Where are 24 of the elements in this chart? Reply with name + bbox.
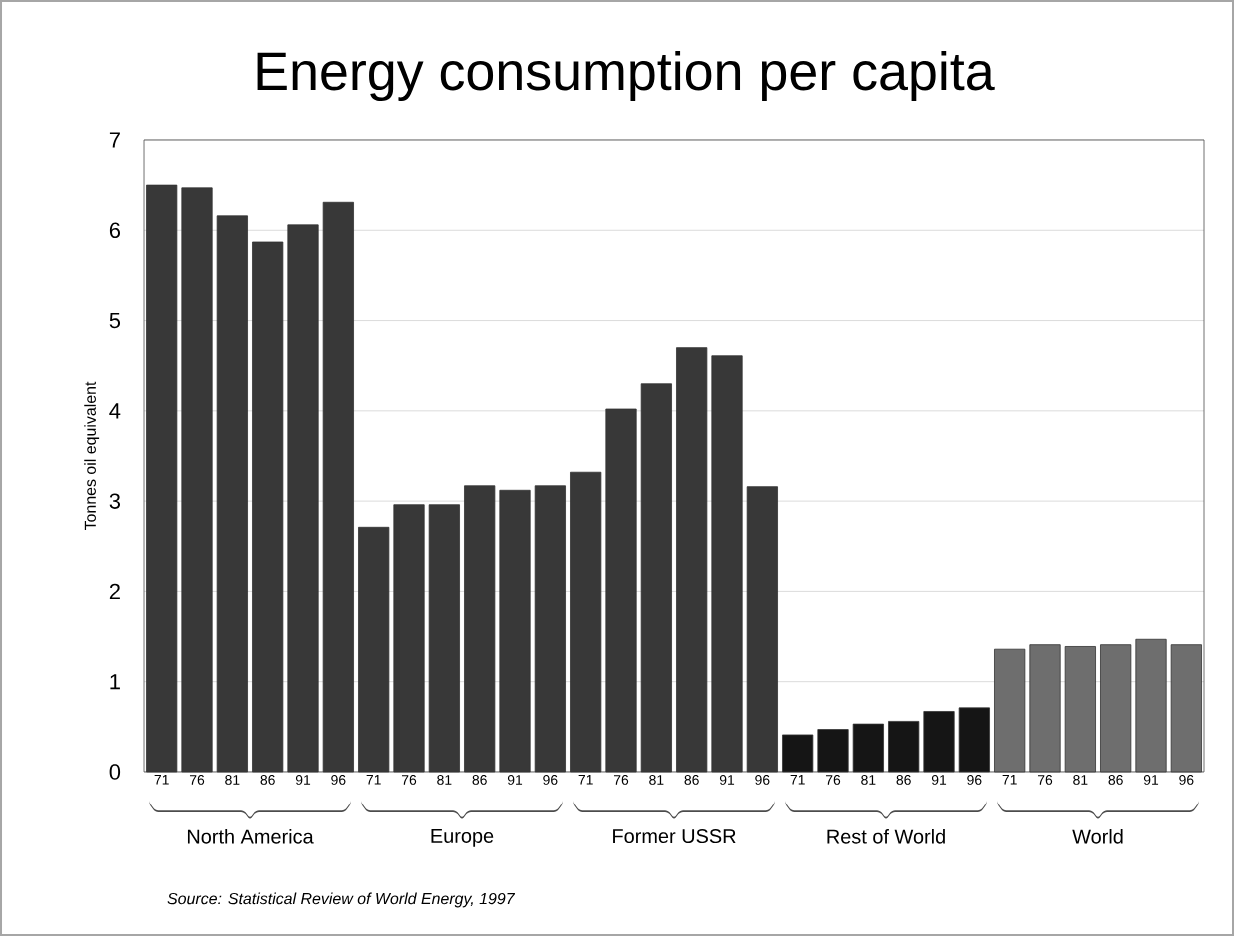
bar: [1064, 646, 1096, 773]
y-tick-label: 1: [110, 674, 120, 690]
text: North America: [187, 829, 314, 844]
y-tick-label: 0: [109, 764, 121, 780]
bar: [216, 215, 248, 773]
bar: [958, 707, 990, 773]
y-tick-label: 7: [109, 132, 120, 148]
y-tick-label: 5: [109, 312, 121, 329]
bar: [1170, 644, 1202, 773]
y-tick-label: 6: [109, 222, 121, 239]
bar: [534, 485, 566, 773]
text: Rest of World: [827, 829, 945, 844]
bar: [428, 504, 460, 773]
bar: [852, 723, 884, 773]
chart-title: Energy consumption per capita: [257, 50, 995, 102]
y-tick-label: 2: [109, 583, 120, 600]
bar: [746, 486, 778, 773]
text: Europe: [431, 829, 494, 847]
bar: [640, 383, 672, 773]
text: Former USSR: [613, 829, 736, 844]
bar: [322, 201, 354, 773]
y-tick-label: 3: [109, 493, 121, 509]
text: World: [1072, 829, 1123, 844]
y-tick-label: 4: [109, 403, 121, 419]
